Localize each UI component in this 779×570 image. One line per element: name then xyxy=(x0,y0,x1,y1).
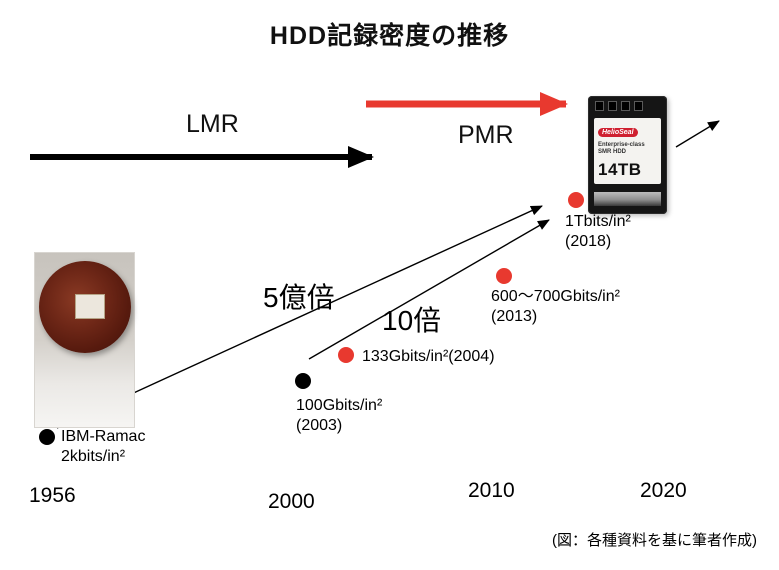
pmr-era-label: PMR xyxy=(458,121,514,149)
hdd-product-photo: HelioSeal Enterprise-class SMR HDD 14TB xyxy=(588,96,667,214)
data-point-ibm-ramac xyxy=(39,429,55,445)
label-ibm-ramac: IBM-Ramac 2kbits/in² xyxy=(61,427,145,467)
chart-title: HDD記録密度の推移 xyxy=(269,22,510,50)
ramac-hub-label xyxy=(75,294,105,319)
hdd-capacity-text: 14TB xyxy=(598,160,642,179)
x-tick-2020: 2020 xyxy=(640,479,687,502)
connector-block xyxy=(634,101,643,111)
label-2003-line1: 100Gbits/in² xyxy=(296,397,383,414)
future-trend-arrow xyxy=(675,120,720,148)
hdd-product-label: HelioSeal Enterprise-class SMR HDD 14TB xyxy=(594,118,661,184)
data-point-2003 xyxy=(295,373,311,389)
source-credit: (図：各種資料を基に筆者作成) xyxy=(552,532,757,549)
hdd-class-text: Enterprise-class SMR HDD xyxy=(598,142,645,155)
label-2004: 133Gbits/in²(2004) xyxy=(362,347,495,367)
label-2013: 600〜700Gbits/in² (2013) xyxy=(491,287,620,327)
lmr-era-label: LMR xyxy=(186,110,239,138)
label-2018-line1: 1Tbits/in² xyxy=(565,213,631,230)
helioseal-logo: HelioSeal xyxy=(598,128,638,137)
hdd-connector-blocks xyxy=(595,101,643,111)
ibm-ramac-photo xyxy=(34,252,135,428)
data-point-2018 xyxy=(568,192,584,208)
connector-block xyxy=(621,101,630,111)
x-tick-2000: 2000 xyxy=(268,490,315,513)
annotation-10-times: 10倍 xyxy=(382,305,442,336)
label-2018-line2: (2018) xyxy=(565,233,612,250)
label-2013-line2: (2013) xyxy=(491,308,538,325)
label-2003-line2: (2003) xyxy=(296,417,343,434)
label-2003: 100Gbits/in² (2003) xyxy=(296,396,382,436)
data-point-2004 xyxy=(338,347,354,363)
data-point-2013 xyxy=(496,268,512,284)
connector-block xyxy=(608,101,617,111)
hdd-base-strip xyxy=(594,192,661,206)
label-2004-line1: 133Gbits/in²(2004) xyxy=(362,348,495,365)
label-ibm-ramac-line2: 2kbits/in² xyxy=(61,448,126,465)
label-ibm-ramac-line1: IBM-Ramac xyxy=(61,428,146,445)
label-2013-line1: 600〜700Gbits/in² xyxy=(491,288,620,305)
x-tick-2010: 2010 xyxy=(468,479,515,502)
annotation-500-million-times: 5億倍 xyxy=(263,282,335,313)
x-tick-1956: 1956 xyxy=(29,484,76,507)
label-2018: 1Tbits/in² (2018) xyxy=(565,212,631,252)
connector-block xyxy=(595,101,604,111)
